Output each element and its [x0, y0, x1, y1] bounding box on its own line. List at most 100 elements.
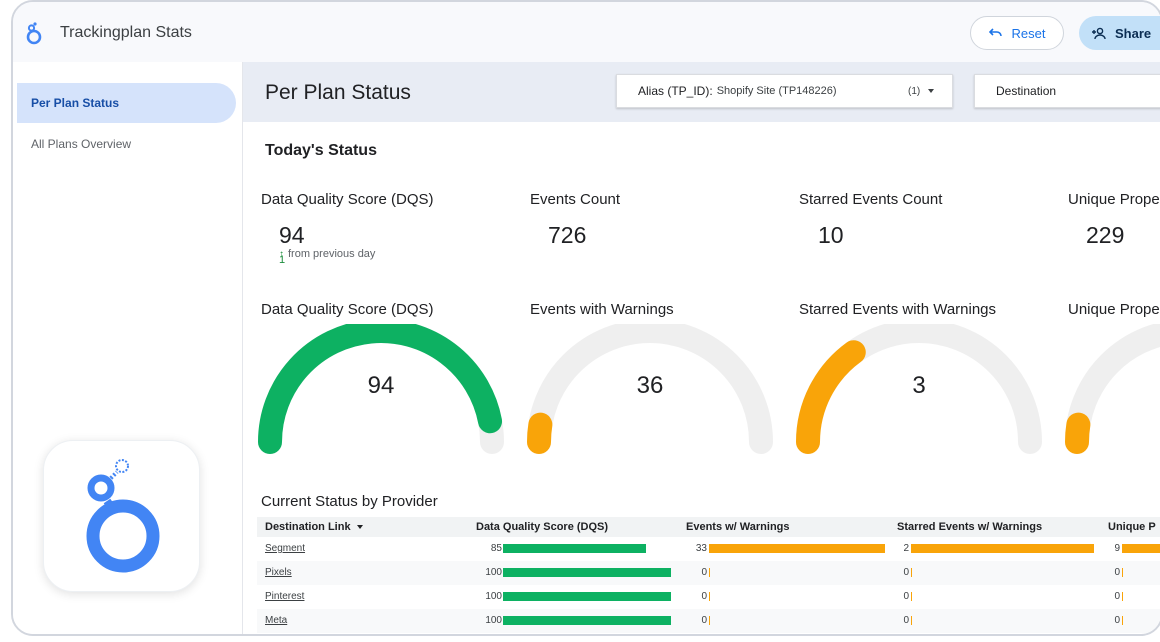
- table-row: Pixels 100 0 0 0: [257, 561, 1160, 585]
- gauge-events-warnings-label: Events with Warnings: [530, 301, 674, 318]
- alias-filter-count: (1): [908, 85, 921, 97]
- unique-props-bar: [1122, 544, 1160, 553]
- table-row: Segment 85 33 2 9: [257, 537, 1160, 561]
- app-title: Trackingplan Stats: [60, 24, 192, 41]
- unique-props-bar: [1122, 568, 1123, 577]
- unique-props-value: 0: [1114, 567, 1120, 578]
- kpi-dqs-delta: ↑ 1 from previous day: [279, 248, 376, 266]
- provider-link[interactable]: Pinterest: [265, 591, 305, 602]
- provider-table-title: Current Status by Provider: [261, 493, 438, 510]
- gauge-dqs: [258, 324, 504, 454]
- provider-link[interactable]: Segment: [265, 543, 306, 554]
- gauge-events-warnings: [527, 324, 773, 454]
- unique-props-value: 0: [1114, 591, 1120, 602]
- kpi-events-count-value: 726: [548, 222, 587, 248]
- events-warnings-bar: [709, 544, 885, 553]
- unique-props-bar: [1122, 592, 1123, 601]
- unique-props-bar: [1122, 616, 1123, 625]
- events-warnings-value: 0: [701, 615, 707, 626]
- share-button-label: Share: [1115, 25, 1152, 41]
- table-row: Meta 100 0 0 0: [257, 609, 1160, 633]
- th-destination-link[interactable]: Destination Link: [265, 521, 363, 533]
- starred-warnings-value: 2: [903, 543, 909, 554]
- dqs-bar: [503, 568, 671, 577]
- delta-text: from previous day: [288, 248, 376, 260]
- gauge-starred-warnings: [796, 324, 1042, 454]
- gauge-fill: [527, 412, 553, 454]
- reset-button[interactable]: Reset: [970, 16, 1064, 50]
- events-warnings-bar: [709, 568, 710, 577]
- reset-button-label: Reset: [1011, 25, 1046, 41]
- table-row: Pinterest 100 0 0 0: [257, 585, 1160, 609]
- starred-warnings-bar: [911, 568, 912, 577]
- sidebar-item-all-plans-overview[interactable]: All Plans Overview: [31, 137, 132, 151]
- alias-filter-value: Shopify Site (TP148226): [716, 85, 837, 97]
- report-header: Per Plan Status Alias (TP_ID): Shopify S…: [243, 62, 1160, 122]
- kpi-starred-events-value: 10: [818, 222, 844, 248]
- undo-icon: [988, 28, 1002, 37]
- gauge-unique-props-label: Unique Prope: [1068, 301, 1160, 318]
- starred-warnings-bar: [911, 544, 1094, 553]
- sidebar-item-per-plan-status[interactable]: Per Plan Status: [17, 83, 236, 123]
- todays-status-title: Today's Status: [265, 142, 377, 159]
- share-button[interactable]: Share: [1079, 16, 1160, 50]
- gauge-starred-warnings-label: Starred Events with Warnings: [799, 301, 997, 318]
- delta-value: 1: [279, 254, 286, 266]
- kpi-unique-props-value: 229: [1086, 222, 1125, 248]
- dqs-value: 100: [485, 591, 502, 602]
- dqs-value: 100: [485, 615, 502, 626]
- gauge-track: [1065, 324, 1160, 454]
- th-events-warnings[interactable]: Events w/ Warnings: [686, 521, 790, 533]
- gauge-starred-warnings-value: 3: [912, 372, 926, 399]
- page-title: Per Plan Status: [265, 81, 411, 104]
- alias-filter-dropdown[interactable]: Alias (TP_ID): Shopify Site (TP148226) (…: [616, 74, 953, 108]
- add-person-icon: [1092, 27, 1106, 39]
- chevron-down-icon: [928, 89, 934, 93]
- destination-filter-label: Destination: [996, 84, 1057, 98]
- main-content: Per Plan Status Alias (TP_ID): Shopify S…: [243, 62, 1160, 634]
- kpi-events-count-label: Events Count: [530, 191, 621, 208]
- dqs-bar: [503, 544, 646, 553]
- trackingplan-logo-icon: [26, 22, 42, 45]
- gauge-dqs-label: Data Quality Score (DQS): [261, 301, 434, 318]
- dqs-bar: [503, 616, 671, 625]
- events-warnings-bar: [709, 592, 710, 601]
- kpi-starred-events-label: Starred Events Count: [799, 191, 943, 208]
- app-window: Trackingplan Stats Reset Share Per Plan …: [11, 0, 1160, 636]
- provider-link[interactable]: Pixels: [265, 567, 292, 578]
- gauge-fill: [258, 324, 503, 454]
- gauge-fill: [796, 340, 866, 454]
- unique-props-value: 9: [1114, 543, 1120, 554]
- unique-props-value: 0: [1114, 615, 1120, 626]
- th-starred-warnings[interactable]: Starred Events w/ Warnings: [897, 521, 1043, 533]
- starred-warnings-value: 0: [903, 615, 909, 626]
- events-warnings-value: 0: [701, 567, 707, 578]
- alias-filter-label: Alias (TP_ID):: [638, 84, 713, 98]
- starred-warnings-value: 0: [903, 567, 909, 578]
- starred-warnings-value: 0: [903, 591, 909, 602]
- provider-table-header: Destination Link Data Quality Score (DQS…: [257, 517, 1160, 537]
- destination-filter-dropdown[interactable]: Destination: [974, 74, 1160, 108]
- kpi-dqs-value: 94: [279, 222, 305, 248]
- th-dqs[interactable]: Data Quality Score (DQS): [476, 521, 609, 533]
- provider-link[interactable]: Meta: [265, 615, 288, 626]
- looker-studio-logo: [43, 440, 200, 592]
- gauge-dqs-value: 94: [367, 372, 395, 399]
- starred-warnings-bar: [911, 592, 912, 601]
- dqs-value: 85: [490, 543, 502, 554]
- kpi-unique-props-label: Unique Prope: [1068, 191, 1160, 208]
- th-unique-props[interactable]: Unique P: [1108, 521, 1156, 533]
- events-warnings-value: 0: [701, 591, 707, 602]
- events-warnings-bar: [709, 616, 710, 625]
- top-bar: Trackingplan Stats Reset Share: [13, 2, 1160, 62]
- dqs-bar: [503, 592, 671, 601]
- gauge-unique-props: [1065, 324, 1160, 454]
- gauge-fill: [1065, 412, 1091, 454]
- sort-caret-icon: [356, 525, 363, 530]
- kpi-dqs-label: Data Quality Score (DQS): [261, 191, 434, 208]
- gauge-events-warnings-value: 36: [636, 372, 664, 399]
- looker-studio-logo-icon: [86, 459, 160, 573]
- gauge-track: [527, 324, 773, 454]
- dqs-value: 100: [485, 567, 502, 578]
- starred-warnings-bar: [911, 616, 912, 625]
